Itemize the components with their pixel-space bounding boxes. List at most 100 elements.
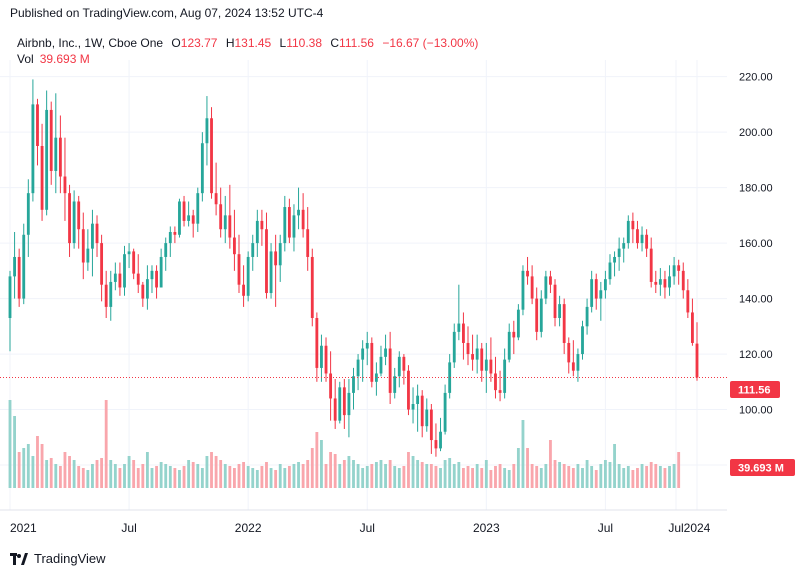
- candle-body: [145, 279, 149, 299]
- volume-bar: [150, 468, 154, 488]
- volume-bar: [233, 468, 236, 488]
- candle-body: [549, 276, 552, 285]
- price-axis[interactable]: 220.00 200.00 180.00 160.00 140.00 120.00 100.…: [739, 72, 773, 472]
- candle-body: [182, 201, 186, 221]
- volume-bar: [187, 460, 191, 488]
- candle-body: [443, 392, 447, 432]
- candle-body: [265, 229, 268, 294]
- candle-body: [283, 207, 287, 244]
- volume-bar: [677, 452, 681, 488]
- volume-bar: [658, 466, 662, 488]
- candle-body: [365, 342, 369, 349]
- volume-bar: [287, 466, 291, 488]
- candle-body: [603, 279, 607, 291]
- candle-body: [132, 251, 136, 274]
- volume-bar: [654, 464, 658, 488]
- candle-body: [210, 118, 213, 194]
- tradingview-brand[interactable]: TradingView: [10, 551, 106, 566]
- candle-body: [233, 237, 236, 255]
- published-info: Published on TradingView.com, Aug 07, 20…: [10, 6, 324, 20]
- volume-bar: [132, 460, 136, 488]
- volume-bar: [471, 468, 474, 488]
- volume-bar: [81, 468, 85, 488]
- candle-body: [416, 395, 420, 404]
- candle-body: [626, 220, 630, 244]
- volume-bar: [113, 464, 117, 488]
- candle-body: [159, 256, 163, 288]
- candle-body: [581, 326, 584, 355]
- candle-body: [36, 104, 39, 146]
- candle-body: [136, 273, 140, 285]
- candle-body: [196, 193, 200, 224]
- volume-bar: [526, 448, 529, 488]
- candle-body: [562, 304, 566, 343]
- price-tag-label: 111.56: [738, 385, 770, 397]
- volume-bars: [8, 400, 681, 488]
- candle-body: [214, 193, 218, 205]
- volume-bar: [329, 452, 333, 488]
- volume-bar: [374, 462, 378, 488]
- candle-body: [530, 276, 534, 299]
- volume-bar: [356, 464, 360, 488]
- volume-bar: [411, 456, 415, 488]
- candle-body: [219, 204, 223, 230]
- candle-body: [269, 251, 273, 294]
- volume-bar: [530, 464, 534, 488]
- candle-body: [200, 143, 204, 194]
- candle-body: [695, 343, 699, 378]
- candle-body: [654, 281, 658, 285]
- volume-bar: [448, 458, 452, 488]
- candle-body: [407, 370, 410, 410]
- volume-bar: [521, 420, 525, 488]
- time-tick-label: Jul: [360, 521, 375, 535]
- candle-body: [526, 270, 529, 277]
- candle-body: [104, 284, 108, 307]
- volume-bar: [365, 466, 369, 488]
- volume-bar: [347, 456, 351, 488]
- volume-bar: [361, 468, 365, 488]
- volume-bar: [86, 470, 90, 488]
- legend-close-label: C: [330, 36, 340, 50]
- time-tick-label: Jul: [121, 521, 136, 535]
- candle-body: [658, 279, 662, 285]
- volume-bar: [49, 458, 53, 488]
- volume-bar: [342, 460, 346, 488]
- candle-body: [507, 331, 511, 360]
- volume-bar: [255, 470, 259, 488]
- volume-bar: [36, 436, 39, 488]
- candle-body: [613, 256, 616, 263]
- volume-bar: [645, 466, 649, 488]
- volume-tag: 39.693 M: [730, 459, 795, 476]
- volume-bar: [191, 462, 195, 488]
- candles: [8, 79, 699, 457]
- candle-body: [402, 356, 406, 371]
- volume-bar: [457, 462, 461, 488]
- candle-body: [123, 254, 126, 288]
- candle-body: [187, 215, 191, 221]
- volume-bar: [425, 464, 429, 488]
- candle-body: [622, 243, 626, 249]
- volume-bar: [608, 462, 612, 488]
- volume-bar: [388, 460, 392, 488]
- price-tick-label: 220.00: [739, 72, 773, 84]
- candle-body: [26, 193, 30, 235]
- candle-body: [590, 279, 594, 307]
- volume-bar: [260, 466, 264, 488]
- volume-bar: [562, 464, 566, 488]
- candle-body: [452, 331, 456, 363]
- candle-body: [480, 348, 484, 371]
- legend-change: −16.67 (−13.00%): [382, 36, 479, 50]
- volume-bar: [498, 464, 502, 488]
- volume-bar: [109, 460, 113, 488]
- candle-body: [13, 256, 16, 277]
- volume-bar: [539, 468, 543, 488]
- volume-bar: [278, 464, 282, 488]
- candle-body: [649, 248, 653, 282]
- volume-bar: [269, 468, 273, 488]
- volume-bar: [246, 466, 250, 488]
- volume-bar: [462, 468, 465, 488]
- volume-bar: [265, 462, 268, 488]
- volume-bar: [251, 468, 255, 488]
